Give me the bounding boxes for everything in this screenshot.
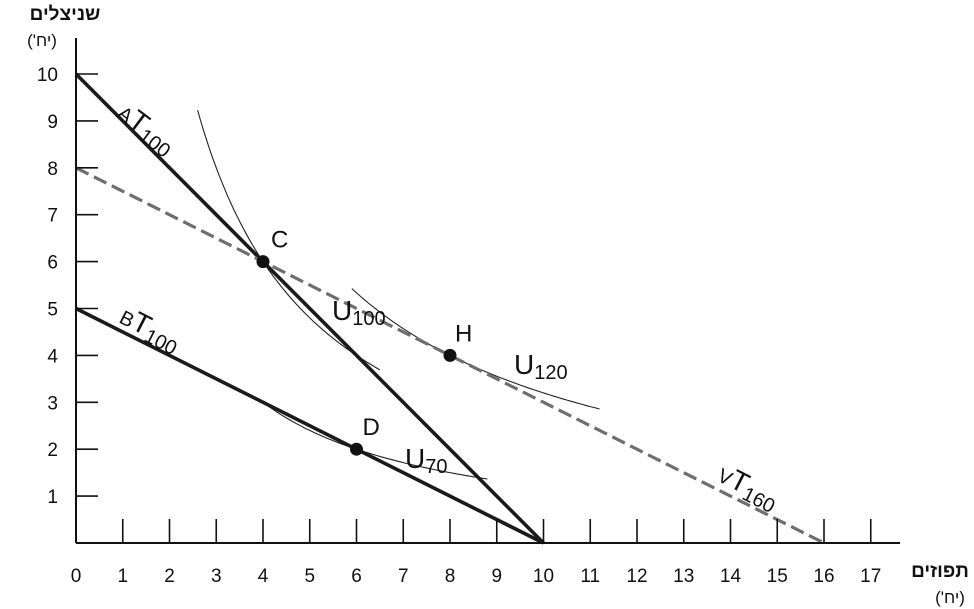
y-tick-label: 2 — [47, 440, 58, 461]
x-tick-label: 13 — [673, 566, 694, 587]
y-axis-unit: (יח') — [27, 31, 57, 50]
label-sub: 120 — [534, 362, 567, 384]
point-label-d: D — [363, 414, 380, 441]
label-vt160: VT160 — [711, 458, 784, 518]
x-tick-label: 15 — [767, 566, 788, 587]
x-tick-label: 2 — [164, 566, 175, 587]
x-axis-title: תפוזים — [911, 561, 969, 582]
budget-line-bt100 — [75, 306, 545, 545]
label-base: U — [332, 295, 352, 326]
x-tick-label: 8 — [445, 566, 456, 587]
y-tick-label: 10 — [37, 65, 58, 86]
point-d — [350, 442, 363, 456]
y-tick-label: 4 — [47, 346, 58, 367]
x-tick-label: 9 — [491, 566, 502, 587]
y-tick-label: 8 — [47, 159, 58, 180]
x-axis-unit: (יח') — [935, 588, 965, 607]
x-tick-label: 4 — [258, 566, 269, 587]
x-tick-label: 14 — [720, 566, 742, 587]
y-tick-label: 6 — [47, 253, 58, 274]
x-tick-label: 12 — [626, 566, 647, 587]
label-base: U — [405, 443, 425, 474]
label-base: U — [514, 349, 534, 380]
equilibrium-points: C H D — [256, 227, 472, 456]
label-u120: U120 — [514, 349, 568, 384]
indifference-curves — [197, 109, 600, 480]
budget-lines — [74, 72, 825, 545]
x-tick-label: 7 — [398, 566, 409, 587]
indifference-curve-u70 — [257, 398, 488, 480]
y-tick-label: 3 — [47, 393, 58, 414]
point-label-c: C — [271, 227, 288, 254]
y-tick-label: 9 — [47, 112, 58, 133]
y-tick-label: 7 — [47, 206, 58, 227]
label-sub: 70 — [425, 456, 447, 478]
budget-line-at100 — [74, 72, 545, 545]
point-h — [443, 348, 457, 362]
x-tick-label: 11 — [580, 566, 600, 587]
x-tick-label: 3 — [211, 566, 222, 587]
point-c — [256, 255, 270, 269]
x-tick-label: 6 — [351, 566, 362, 587]
x-tick-label: 0 — [71, 566, 82, 587]
y-tick-label: 5 — [47, 300, 58, 321]
label-sub: 100 — [352, 308, 385, 330]
indifference-curve-u100 — [197, 109, 381, 371]
label-u70: U70 — [405, 443, 447, 478]
x-tick-label: 16 — [813, 566, 834, 587]
y-tick-label: 1 — [47, 487, 58, 508]
point-label-h: H — [455, 320, 472, 347]
label-u100: U100 — [332, 295, 386, 330]
axes — [75, 38, 900, 544]
y-axis-title: שניצלים — [30, 4, 101, 25]
x-tick-label: 17 — [860, 566, 881, 587]
label-bt100: BT100 — [113, 300, 186, 360]
label-at100: AT100 — [110, 96, 182, 162]
indifference-curve-u120 — [351, 288, 600, 410]
x-tick-label: 1 — [117, 566, 128, 587]
x-tick-label: 10 — [533, 566, 554, 587]
x-tick-label: 5 — [304, 566, 315, 587]
